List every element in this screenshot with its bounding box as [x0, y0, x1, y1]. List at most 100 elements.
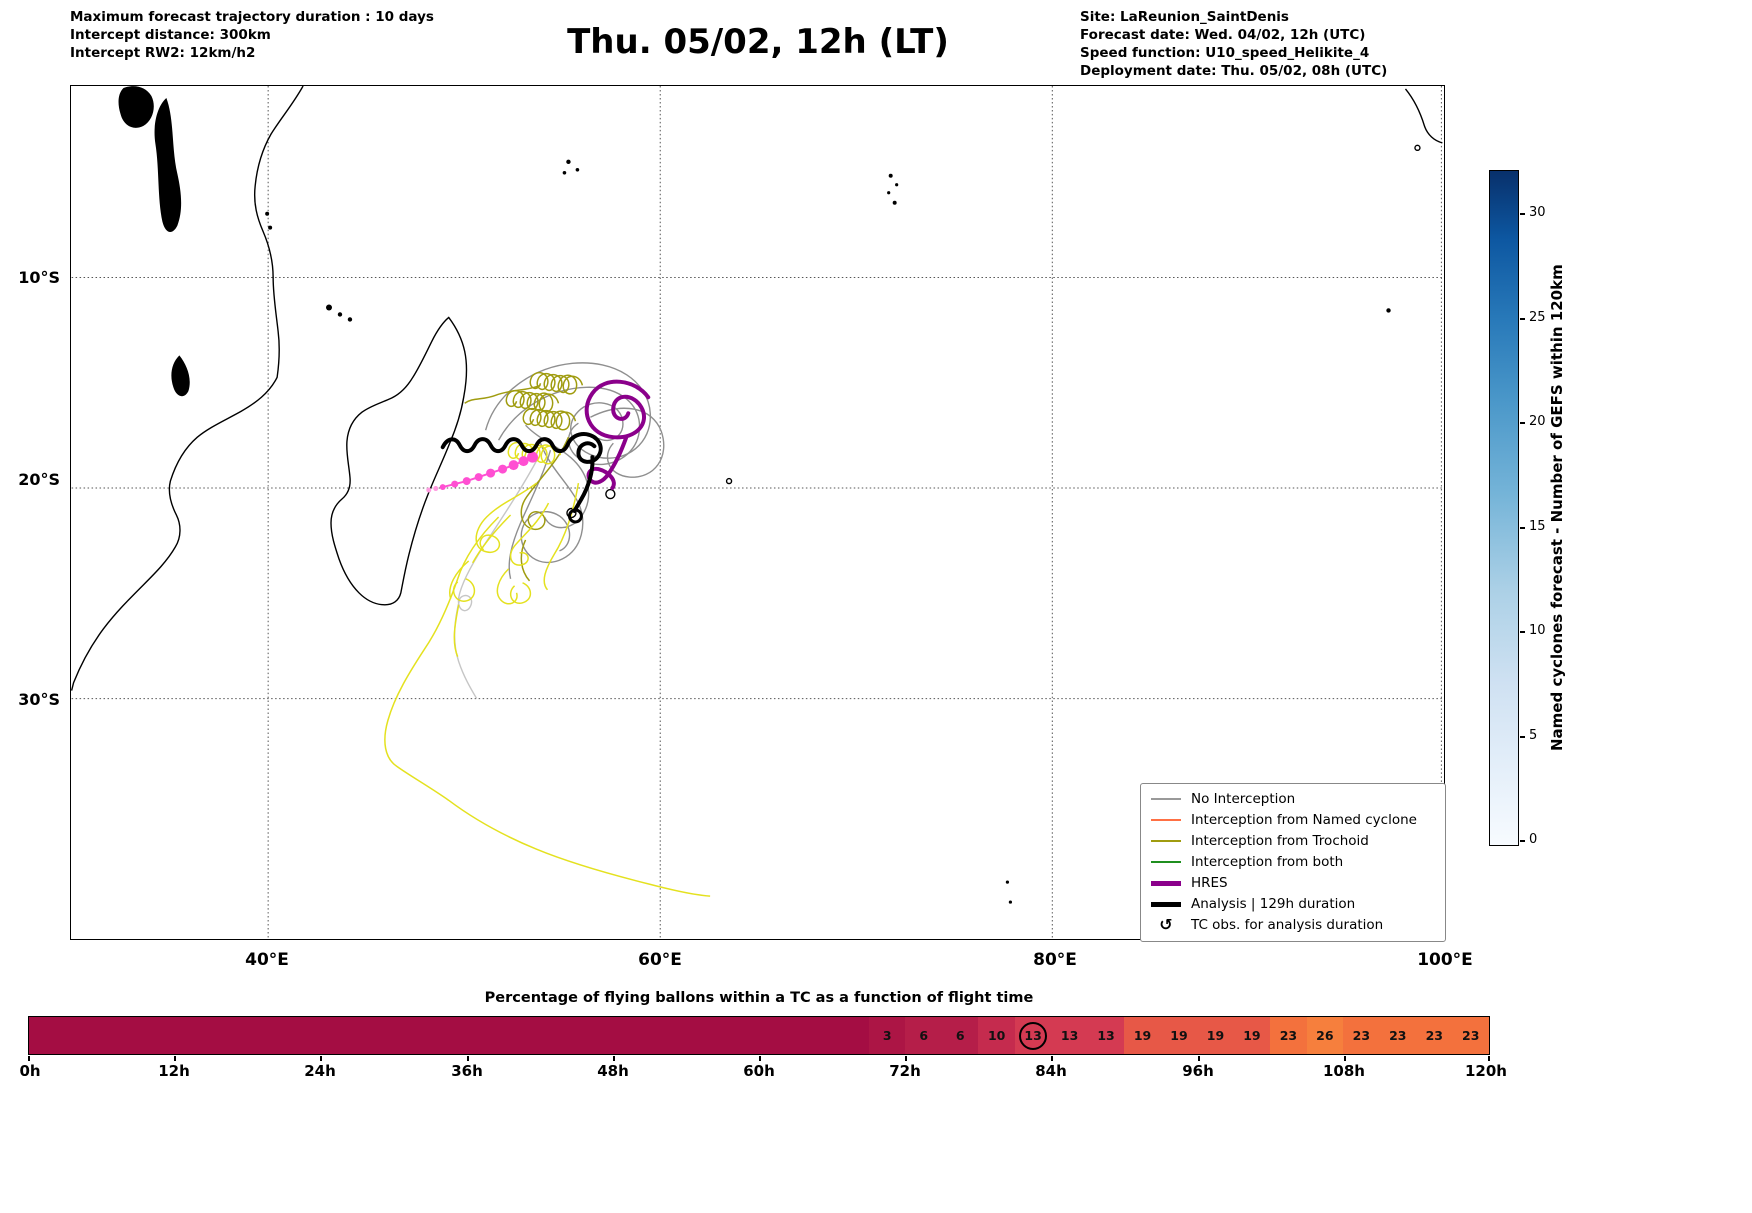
colorbar-axis-label: Named cyclones forecast - Number of GEFS…: [1548, 264, 1566, 752]
percentage-cell: 13: [1051, 1017, 1088, 1054]
africa-coastline: [71, 86, 304, 691]
time-tick: [320, 1056, 322, 1061]
tc-obs-icon: ↺: [1159, 915, 1173, 935]
time-tick: [1198, 1056, 1200, 1061]
max-duration-text: Maximum forecast trajectory duration : 1…: [70, 9, 434, 25]
colorbar-label-15: 15: [1529, 519, 1546, 534]
percentage-cell: 19: [1197, 1017, 1234, 1054]
percentage-strip: 3 6 6 10 13 13 13 19 19 19 19 23 26 23 2…: [28, 1016, 1490, 1055]
trochoid-tracks-light: [384, 441, 711, 897]
ytick-10s: 10°S: [18, 268, 60, 287]
time-tick: [28, 1056, 30, 1061]
colorbar-tick: [1520, 840, 1525, 842]
intercept-rw2-text: Intercept RW2: 12km/h2: [70, 45, 256, 61]
colorbar-label-20: 20: [1529, 414, 1546, 429]
reunion-island: [566, 507, 577, 519]
legend-item-both: Interception from both: [1151, 854, 1435, 871]
mauritius-island: [605, 488, 616, 500]
percentage-cell: 13: [1087, 1017, 1125, 1054]
legend-item-trochoid: Interception from Trochoid: [1151, 833, 1435, 850]
highlight-circle: 13: [1019, 1021, 1048, 1050]
time-label-108h: 108h: [1323, 1062, 1365, 1080]
time-label-48h: 48h: [597, 1062, 629, 1080]
time-tick: [905, 1056, 907, 1061]
map-legend: No Interception Interception from Named …: [1140, 783, 1446, 942]
percentage-base-region: [29, 1017, 869, 1054]
time-tick: [1051, 1056, 1053, 1061]
time-tick: [467, 1056, 469, 1061]
ytick-30s: 30°S: [18, 690, 60, 709]
percentage-cell-highlighted: 13: [1014, 1017, 1052, 1054]
xtick-100e: 100°E: [1417, 950, 1473, 970]
legend-line-sample: [1151, 902, 1181, 907]
percentage-cell: 23: [1379, 1017, 1417, 1054]
colorbar-label-0: 0: [1529, 832, 1538, 847]
trajectory-map: [70, 85, 1445, 940]
time-label-12h: 12h: [158, 1062, 190, 1080]
xtick-80e: 80°E: [1033, 950, 1077, 970]
colorbar-label-10: 10: [1529, 623, 1546, 638]
legend-line-sample: [1151, 840, 1181, 843]
time-label-84h: 84h: [1035, 1062, 1067, 1080]
legend-item-hres: HRES: [1151, 875, 1435, 892]
legend-line-sample: [1151, 798, 1181, 801]
time-label-120h: 120h: [1465, 1062, 1507, 1080]
sumatra-coastline: [1404, 88, 1443, 144]
percentage-cell: 23: [1270, 1017, 1307, 1054]
colorbar-tick: [1520, 631, 1525, 633]
colorbar-tick: [1520, 527, 1525, 529]
time-label-24h: 24h: [304, 1062, 336, 1080]
lakes: [118, 86, 190, 397]
bottom-chart-title: Percentage of flying ballons within a TC…: [484, 990, 1034, 1006]
xtick-40e: 40°E: [245, 950, 289, 970]
percentage-cell: 19: [1160, 1017, 1198, 1054]
time-tick: [1488, 1056, 1490, 1061]
colorbar-tick: [1520, 422, 1525, 424]
percentage-cell: 26: [1306, 1017, 1344, 1054]
time-label-60h: 60h: [743, 1062, 775, 1080]
time-tick: [759, 1056, 761, 1061]
analysis-track: [440, 432, 603, 524]
legend-line-sample: [1151, 861, 1181, 864]
time-label-96h: 96h: [1182, 1062, 1214, 1080]
madagascar-coastline: [330, 316, 468, 606]
legend-line-sample: [1151, 881, 1181, 886]
legend-item-tc-obs: ↺ TC obs. for analysis duration: [1151, 917, 1435, 934]
trochoid-tracks: [464, 371, 584, 582]
percentage-cell: 23: [1416, 1017, 1453, 1054]
colorbar-label-30: 30: [1529, 205, 1546, 220]
colorbar-tick: [1520, 213, 1525, 215]
legend-line-sample: [1151, 819, 1181, 822]
time-label-72h: 72h: [889, 1062, 921, 1080]
colorbar-label-25: 25: [1529, 310, 1546, 325]
time-tick: [174, 1056, 176, 1061]
percentage-cell: 23: [1452, 1017, 1489, 1054]
site-text: Site: LaReunion_SaintDenis: [1080, 9, 1289, 25]
page-title: Thu. 05/02, 12h (LT): [567, 22, 949, 62]
percentage-cell: 10: [978, 1017, 1015, 1054]
xtick-60e: 60°E: [638, 950, 682, 970]
legend-item-no-interception: No Interception: [1151, 791, 1435, 808]
ytick-20s: 20°S: [18, 470, 60, 489]
percentage-cell: 19: [1233, 1017, 1271, 1054]
time-label-0h: 0h: [19, 1062, 41, 1080]
colorbar-tick: [1520, 318, 1525, 320]
colorbar-label-5: 5: [1529, 728, 1538, 743]
speed-function-text: Speed function: U10_speed_Helikite_4: [1080, 45, 1370, 61]
analysis-end-marker: [567, 508, 583, 524]
colorbar-tick: [1520, 736, 1525, 738]
deployment-date-text: Deployment date: Thu. 05/02, 08h (UTC): [1080, 63, 1388, 79]
magenta-dotted-track: [426, 451, 539, 493]
legend-item-named-cyclone: Interception from Named cyclone: [1151, 812, 1435, 829]
rodrigues-island: [725, 477, 733, 485]
percentage-cell: 6: [941, 1017, 979, 1054]
percentage-cell: 6: [905, 1017, 942, 1054]
time-tick: [1344, 1056, 1346, 1061]
time-label-36h: 36h: [451, 1062, 483, 1080]
small-islands: [265, 159, 1391, 904]
percentage-cell: 23: [1343, 1017, 1380, 1054]
forecast-date-text: Forecast date: Wed. 04/02, 12h (UTC): [1080, 27, 1366, 43]
legend-item-analysis: Analysis | 129h duration: [1151, 896, 1435, 913]
percentage-cell: 19: [1124, 1017, 1161, 1054]
